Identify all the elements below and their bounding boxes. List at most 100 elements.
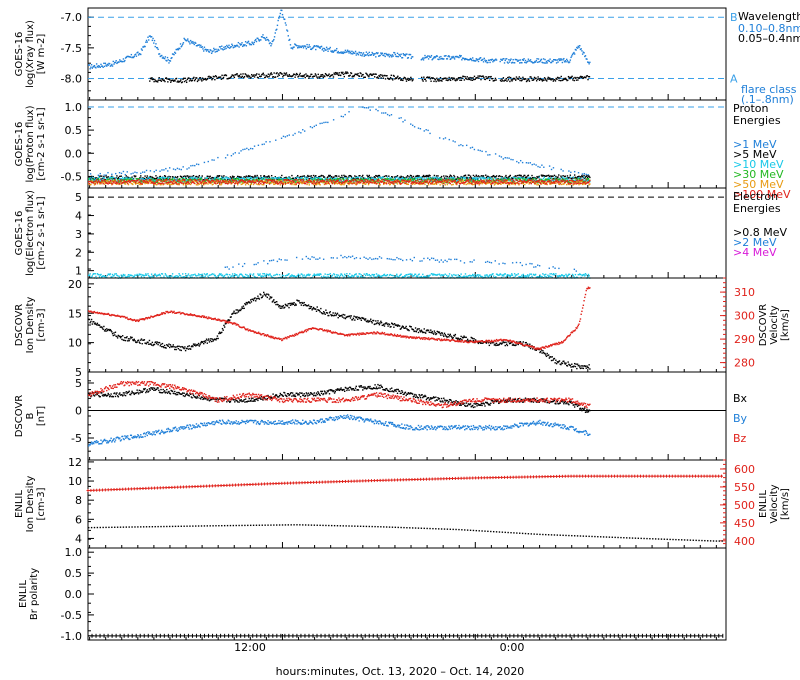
data-point	[487, 181, 489, 184]
data-point	[162, 180, 164, 183]
data-point	[159, 183, 161, 186]
data-point	[573, 174, 576, 176]
data-point	[406, 183, 408, 185]
data-point	[91, 176, 94, 178]
data-point	[490, 183, 493, 185]
data-point	[584, 55, 586, 58]
data-point	[205, 179, 208, 181]
data-point	[242, 182, 244, 185]
data-point	[391, 54, 394, 56]
data-point	[417, 179, 419, 181]
data-point	[561, 176, 564, 179]
data-point	[141, 49, 143, 51]
data-point	[395, 77, 398, 80]
data-point	[312, 179, 315, 182]
data-point	[550, 79, 552, 81]
data-point	[574, 76, 576, 79]
data-point	[453, 176, 456, 178]
data-point	[188, 41, 190, 43]
data-point	[448, 56, 451, 58]
data-point	[486, 181, 488, 184]
data-point	[513, 177, 516, 179]
data-point	[353, 75, 355, 78]
data-point	[311, 47, 313, 50]
data-point	[557, 179, 559, 182]
data-point	[221, 48, 224, 50]
data-point	[307, 181, 310, 183]
data-point	[447, 55, 449, 58]
data-point	[317, 177, 320, 180]
data-point	[458, 56, 460, 59]
data-point	[255, 177, 258, 179]
data-point	[142, 177, 145, 179]
data-point	[161, 177, 163, 179]
data-point	[560, 75, 562, 78]
data-point	[348, 176, 350, 179]
data-point	[192, 164, 194, 167]
data-point	[183, 37, 185, 40]
data-point	[338, 181, 340, 183]
data-point	[116, 180, 119, 183]
data-point	[393, 179, 396, 182]
data-point	[317, 177, 319, 179]
data-point	[324, 177, 326, 180]
data-point	[460, 179, 462, 181]
data-point	[159, 170, 161, 172]
data-point	[294, 183, 297, 186]
data-point	[505, 176, 508, 179]
data-point	[311, 126, 314, 129]
data-point	[444, 77, 446, 80]
data-point	[531, 163, 533, 166]
data-point	[490, 178, 493, 181]
data-point	[454, 178, 457, 180]
data-point	[267, 175, 269, 178]
data-point	[328, 175, 331, 177]
data-point	[348, 175, 350, 177]
data-point	[142, 181, 144, 183]
data-point	[469, 177, 471, 179]
data-point	[422, 178, 424, 181]
data-point	[462, 182, 465, 184]
data-point	[198, 79, 200, 81]
data-point	[543, 182, 545, 185]
data-point	[487, 176, 489, 179]
data-point	[314, 73, 317, 75]
data-point	[120, 60, 122, 62]
data-point	[136, 52, 138, 54]
data-point	[338, 72, 340, 74]
data-point	[96, 181, 99, 183]
data-point	[226, 154, 229, 156]
data-point	[493, 176, 496, 178]
data-point	[586, 58, 588, 60]
data-point	[264, 176, 266, 178]
data-point	[518, 176, 520, 179]
data-point	[197, 177, 199, 179]
data-point	[308, 179, 310, 181]
data-point	[258, 75, 261, 78]
data-point	[203, 180, 206, 182]
data-point	[539, 59, 542, 62]
data-point	[184, 176, 187, 178]
data-point	[501, 59, 504, 61]
data-point	[202, 79, 204, 81]
data-point	[388, 180, 391, 182]
data-point	[207, 49, 209, 51]
data-point	[480, 78, 482, 81]
data-point	[294, 179, 296, 181]
data-point	[124, 59, 126, 62]
data-point	[196, 179, 198, 181]
data-point	[174, 178, 176, 180]
data-point	[395, 55, 397, 58]
data-point	[349, 50, 351, 52]
data-point	[312, 180, 315, 183]
data-point	[444, 77, 447, 79]
data-point	[96, 182, 99, 184]
data-point	[373, 76, 376, 78]
data-point	[263, 37, 266, 39]
data-point	[375, 178, 378, 180]
data-point	[198, 178, 201, 181]
data-point	[240, 176, 242, 179]
data-point	[469, 181, 472, 183]
data-point	[130, 182, 133, 185]
data-point	[553, 178, 556, 181]
